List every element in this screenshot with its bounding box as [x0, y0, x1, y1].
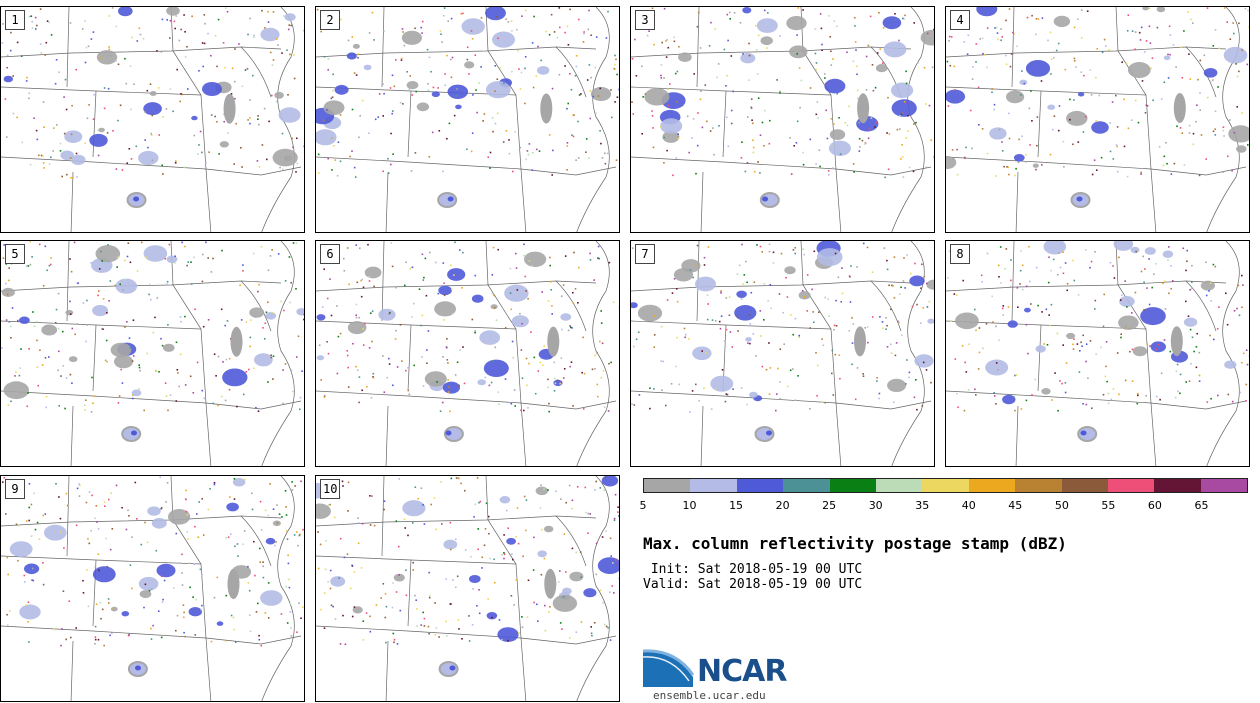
colorbar-segment: [1015, 479, 1062, 492]
ncar-logo-text: NCAR: [697, 654, 787, 689]
reflectivity-map: [631, 241, 934, 466]
site-url: ensemble.ucar.edu: [653, 689, 766, 702]
reflectivity-map: [316, 7, 619, 232]
init-time: Init: Sat 2018-05-19 00 UTC: [643, 562, 863, 577]
panel-number-label: 3: [635, 10, 655, 30]
reflectivity-map: [946, 241, 1249, 466]
colorbar-tick-label: 25: [822, 499, 837, 512]
ncar-logo-icon: [643, 649, 695, 687]
colorbar-tick-label: 50: [1054, 499, 1069, 512]
postage-stamp-panel: 9: [0, 475, 305, 702]
colorbar-segment: [922, 479, 969, 492]
colorbar-tick-label: 55: [1101, 499, 1116, 512]
reflectivity-map: [1, 7, 304, 232]
postage-stamp-panel: 6: [315, 240, 620, 467]
colorbar-tick-label: 5: [639, 499, 647, 512]
figure-title: Max. column reflectivity postage stamp (…: [643, 534, 1067, 553]
colorbar-tick-label: 35: [915, 499, 930, 512]
valid-time: Valid: Sat 2018-05-19 00 UTC: [643, 577, 863, 592]
reflectivity-map: [316, 476, 619, 701]
reflectivity-map: [316, 241, 619, 466]
colorbar-segment: [690, 479, 737, 492]
colorbar-segment: [875, 479, 923, 492]
reflectivity-map: [1, 476, 304, 701]
colorbar-segment: [829, 479, 876, 492]
colorbar-tick-label: 30: [868, 499, 883, 512]
colorbar-tick-label: 65: [1194, 499, 1209, 512]
colorbar-segment: [736, 479, 784, 492]
colorbar-tick-label: 45: [1008, 499, 1023, 512]
postage-stamp-panel: 1: [0, 6, 305, 233]
postage-stamp-panel: 10: [315, 475, 620, 702]
panel-number-label: 4: [950, 10, 970, 30]
postage-stamp-panel: 3: [630, 6, 935, 233]
colorbar-tick-label: 40: [961, 499, 976, 512]
reflectivity-map: [946, 7, 1249, 232]
colorbar-segment: [1200, 479, 1248, 492]
colorbar-tick-label: 15: [729, 499, 744, 512]
panel-number-label: 9: [5, 479, 25, 499]
postage-stamp-panel: 4: [945, 6, 1250, 233]
colorbar-segment: [968, 479, 1016, 492]
panel-number-label: 2: [320, 10, 340, 30]
panel-number-label: 7: [635, 244, 655, 264]
panel-number-label: 6: [320, 244, 340, 264]
colorbar-segment: [1061, 479, 1108, 492]
postage-stamp-panel: 8: [945, 240, 1250, 467]
panel-number-label: 10: [320, 479, 341, 499]
panel-number-label: 5: [5, 244, 25, 264]
panel-number-label: 1: [5, 10, 25, 30]
postage-stamp-panel: 5: [0, 240, 305, 467]
postage-stamp-panel: 2: [315, 6, 620, 233]
colorbar-tick-label: 10: [682, 499, 697, 512]
panel-number-label: 8: [950, 244, 970, 264]
reflectivity-map: [1, 241, 304, 466]
reflectivity-colorbar: [643, 478, 1248, 493]
colorbar-segment: [1107, 479, 1155, 492]
colorbar-segment: [644, 479, 691, 492]
postage-stamp-panel: 7: [630, 240, 935, 467]
colorbar-tick-label: 60: [1147, 499, 1162, 512]
reflectivity-map: [631, 7, 934, 232]
colorbar-segment: [1154, 479, 1201, 492]
colorbar-tick-label: 20: [775, 499, 790, 512]
colorbar-ticks: 5 10 15 20 25 30 35 40 45 50 55 60 65: [639, 499, 1248, 513]
colorbar-segment: [783, 479, 830, 492]
